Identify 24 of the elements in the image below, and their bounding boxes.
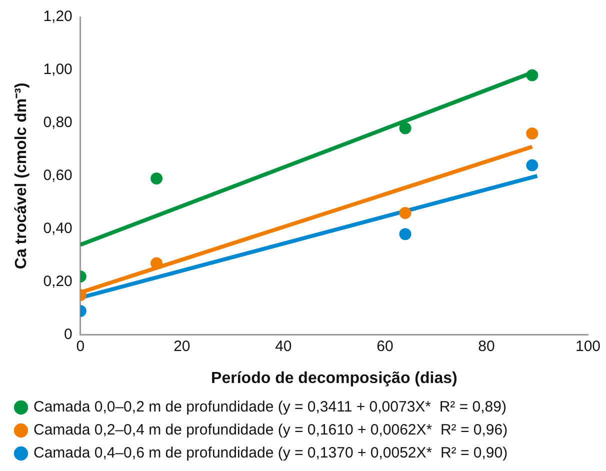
point xyxy=(399,206,412,219)
x-tick-label: 40 xyxy=(275,338,292,355)
y-tick-label: 0,40 xyxy=(43,220,72,238)
y-tick-label: 0 xyxy=(64,326,72,343)
point xyxy=(526,159,538,172)
point xyxy=(526,69,538,82)
point xyxy=(399,228,412,240)
y-tick-label: 0,60 xyxy=(43,167,72,184)
y-tick-label: 1,00 xyxy=(43,61,72,78)
point xyxy=(526,128,538,140)
y-tick-label: 0,80 xyxy=(43,114,72,132)
x-axis-title: Período de decomposição (dias) xyxy=(211,370,458,387)
x-tick-label: 20 xyxy=(174,338,190,355)
legend-label: Camada 0,4–0,6 m de profundidade (y = 0,1370 + 0,0052X* R² = 0,90) xyxy=(34,444,508,462)
y-tick-label: 0,20 xyxy=(43,272,72,290)
point xyxy=(399,122,412,134)
y-axis-title: Ca trocável (cmolc dm⁻³) xyxy=(13,82,30,270)
y-tick-label: 1,20 xyxy=(43,8,72,26)
legend-label: Camada 0,0–0,2 m de profundidade (y = 0,3411 + 0,0073X* R² = 0,89) xyxy=(34,398,506,416)
x-tick-label: 100 xyxy=(575,338,601,355)
x-tick-label: 80 xyxy=(478,338,495,355)
legend-label: Camada 0,2–0,4 m de profundidade (y = 0,1610 + 0,0062X* R² = 0,96) xyxy=(34,422,508,439)
x-tick-label: 60 xyxy=(376,338,394,355)
x-tick-label: 0 xyxy=(76,338,85,355)
